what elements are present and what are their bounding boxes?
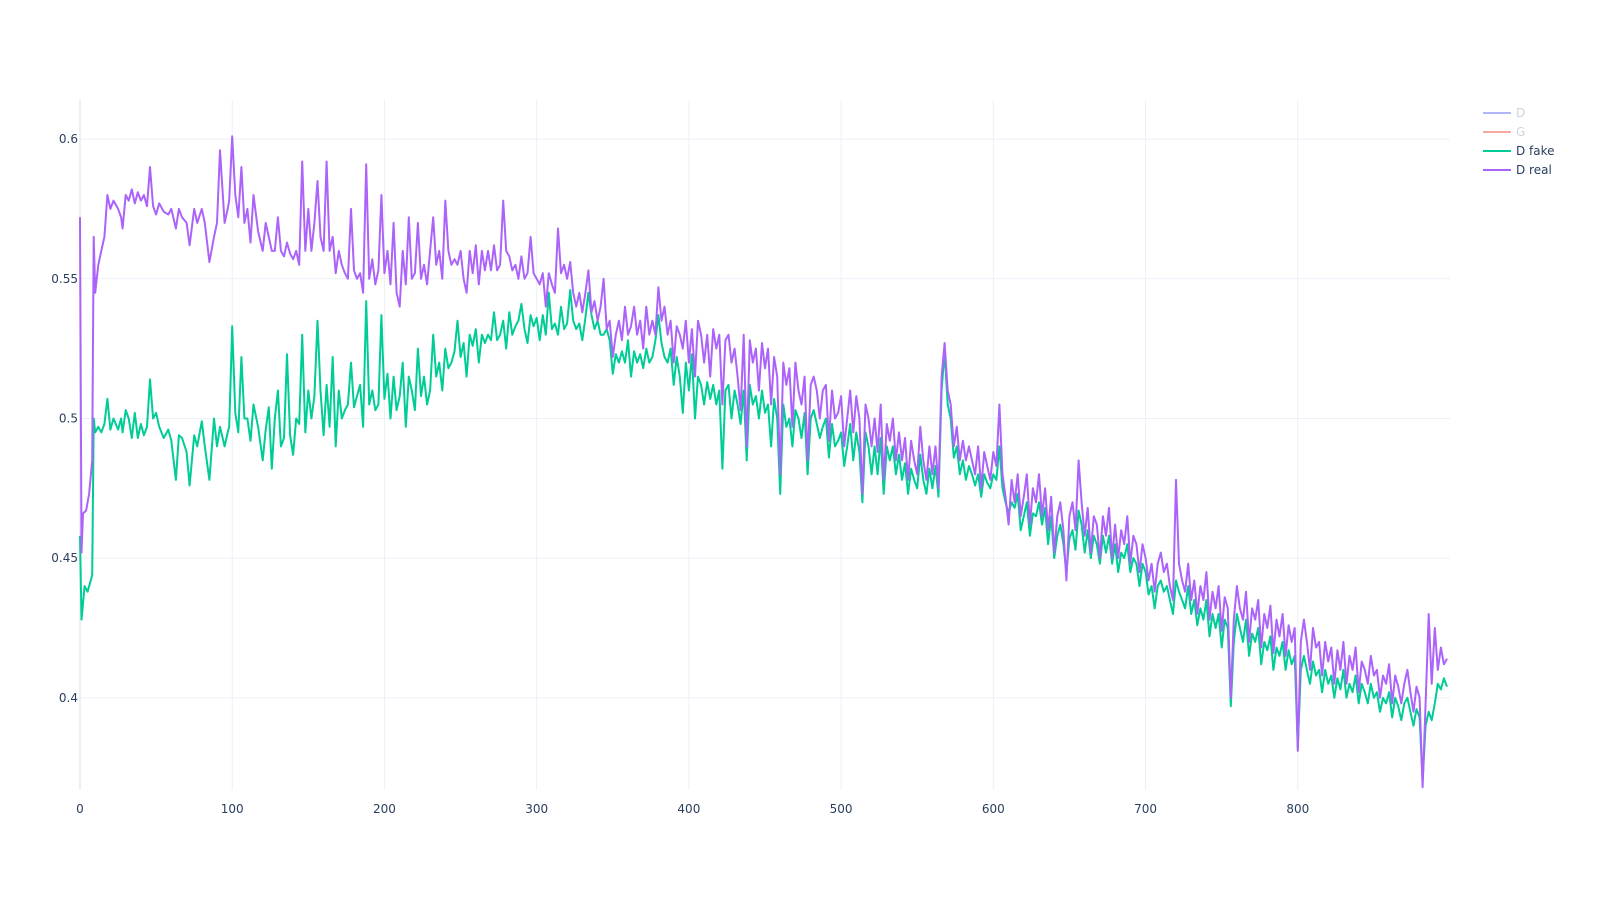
grid-lines — [80, 100, 1450, 790]
legend-item-d-fake[interactable]: D fake — [1483, 144, 1555, 158]
series-line-d-fake — [79, 289, 1448, 783]
x-tick-label: 300 — [525, 802, 548, 816]
legend-item-d[interactable]: D — [1483, 106, 1525, 120]
y-tick-label: 0.4 — [59, 691, 78, 705]
y-axis-tick-labels: 0.4 0.45 0.5 0.55 0.6 — [51, 132, 78, 705]
x-tick-label: 600 — [982, 802, 1005, 816]
x-tick-label: 400 — [677, 802, 700, 816]
x-tick-label: 0 — [76, 802, 84, 816]
x-tick-label: 200 — [373, 802, 396, 816]
legend-item-d-real[interactable]: D real — [1483, 163, 1552, 177]
x-axis-tick-labels: 0 100 200 300 400 500 600 700 800 — [76, 802, 1309, 816]
x-tick-label: 800 — [1286, 802, 1309, 816]
x-tick-label: 100 — [221, 802, 244, 816]
legend-label: G — [1516, 125, 1525, 139]
y-tick-label: 0.5 — [59, 411, 78, 425]
legend-label: D — [1516, 106, 1525, 120]
x-tick-label: 500 — [830, 802, 853, 816]
legend-label: D fake — [1516, 144, 1555, 158]
y-tick-label: 0.55 — [51, 272, 78, 286]
legend-label: D real — [1516, 163, 1552, 177]
y-tick-label: 0.6 — [59, 132, 78, 146]
x-tick-label: 700 — [1134, 802, 1157, 816]
series-line-d-real — [79, 135, 1448, 789]
series-lines — [79, 135, 1448, 789]
legend-item-g[interactable]: G — [1483, 125, 1525, 139]
y-tick-label: 0.45 — [51, 551, 78, 565]
legend[interactable]: DG D fake D real — [1483, 106, 1555, 177]
